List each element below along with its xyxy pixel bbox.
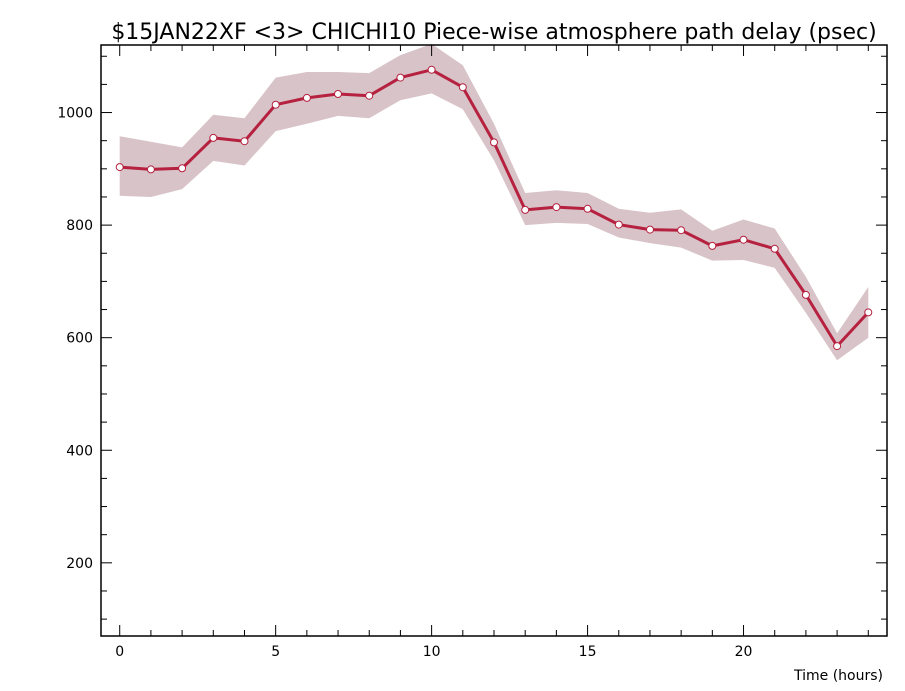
data-point: [801, 290, 810, 299]
data-point: [178, 164, 187, 173]
x-tick-label: 20: [735, 644, 753, 660]
data-point: [583, 204, 592, 213]
y-tick-label: 200: [66, 556, 93, 572]
x-tick-label: 0: [115, 644, 124, 660]
y-tick-label: 1000: [57, 106, 93, 122]
data-point: [677, 226, 686, 235]
data-point: [115, 163, 124, 172]
y-tick-label: 800: [66, 218, 93, 234]
x-tick-label: 5: [271, 644, 280, 660]
data-point: [396, 73, 405, 82]
data-point: [833, 342, 842, 351]
series-line: [119, 68, 870, 348]
data-point: [770, 244, 779, 253]
data-point: [271, 100, 280, 109]
data-point: [646, 225, 654, 234]
data-point: [552, 203, 561, 212]
data-point: [334, 90, 342, 98]
data-point: [365, 91, 374, 100]
data-point: [240, 137, 249, 146]
x-axis-label: Time (hours): [793, 668, 883, 684]
data-point: [427, 65, 436, 74]
data-point: [490, 138, 498, 147]
data-point: [209, 133, 218, 142]
y-tick-label: 600: [66, 331, 93, 347]
data-point: [739, 235, 748, 244]
data-point: [521, 205, 530, 214]
x-tick-label: 10: [423, 644, 441, 660]
uncertainty-band: [119, 43, 869, 361]
x-tick-label: 15: [579, 644, 597, 660]
data-point: [864, 308, 873, 317]
chart-title: $15JAN22XF <3> CHICHI10 Piece-wise atmos…: [111, 20, 876, 45]
data-point: [458, 83, 467, 92]
data-point: [708, 241, 717, 250]
data-point: [302, 93, 311, 102]
data-point: [146, 165, 155, 174]
data-point: [614, 220, 623, 229]
y-tick-label: 400: [66, 443, 93, 459]
